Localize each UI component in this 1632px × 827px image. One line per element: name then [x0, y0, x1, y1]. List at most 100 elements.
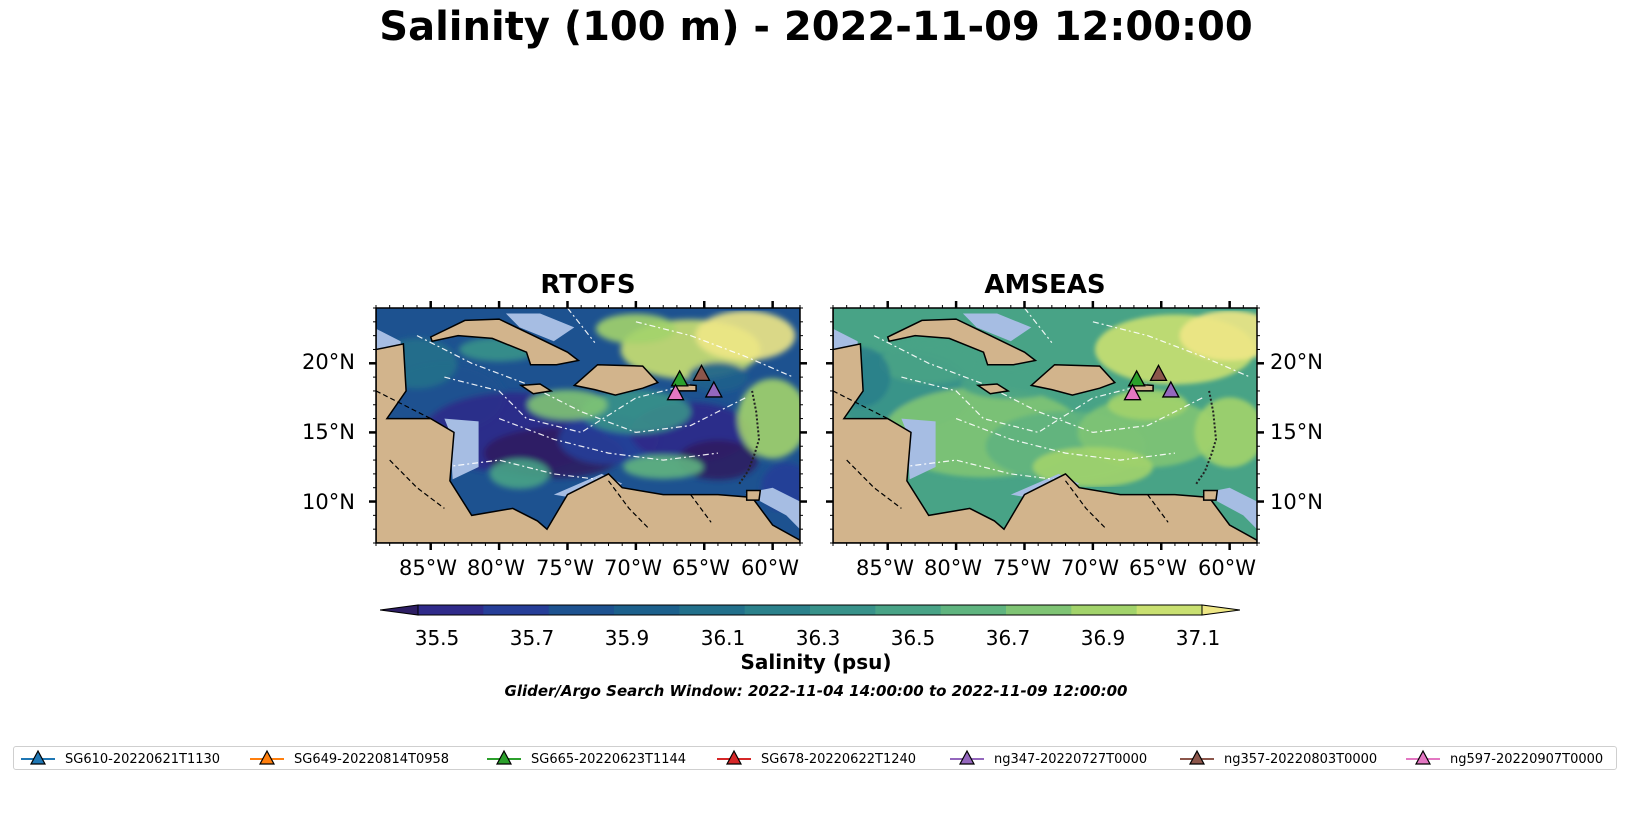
- colorbar-tick: 35.5: [414, 626, 460, 650]
- country-border: [690, 494, 712, 523]
- legend-item: ng347-20220727T0000: [948, 747, 1147, 771]
- glider-marker: [1127, 369, 1146, 387]
- colorbar-segment: [810, 605, 876, 615]
- bathymetry-contour: [901, 376, 1148, 434]
- lon-tick-label-65w-rtofs: 65°W: [672, 556, 730, 580]
- bathymetry-contour: [955, 418, 1175, 461]
- colorbar-segment: [1136, 605, 1203, 615]
- legend-label: SG665-20220623T1144: [531, 751, 687, 767]
- bathymetry-contour: [444, 376, 691, 434]
- amseas-map: [826, 301, 1264, 550]
- country-border: [846, 459, 902, 509]
- colorbar-tick: 36.3: [795, 626, 841, 650]
- lon-tick-label-70w-amseas: 70°W: [1061, 556, 1119, 580]
- lon-tick-label-75w-amseas: 75°W: [993, 556, 1051, 580]
- bathymetry-contour: [873, 335, 1203, 434]
- lon-tick-label-85w-rtofs: 85°W: [399, 556, 457, 580]
- search-window-note: Glider/Argo Search Window: 2022-11-04 14…: [504, 682, 1128, 700]
- bathymetry-contour: [498, 418, 718, 461]
- glider-marker: [692, 363, 711, 382]
- island-arc-contour: [1194, 390, 1218, 486]
- colorbar-segment: [483, 605, 550, 615]
- map-frame: [375, 307, 801, 544]
- legend-item: SG649-20220814T0958: [248, 747, 449, 771]
- glider-marker: [1123, 383, 1142, 401]
- lat-tick-label-20n-right: 20°N: [1270, 350, 1323, 374]
- colorbar-tick: 36.5: [890, 626, 936, 650]
- colorbar-extend-max: [1201, 604, 1240, 616]
- colorbar-tick: 35.7: [509, 626, 555, 650]
- triangle-marker-icon: [1406, 749, 1440, 765]
- land-centralAmerica: [376, 308, 800, 543]
- glider-marker: [1161, 380, 1180, 398]
- salinity-patch: [623, 454, 704, 479]
- land-cuba: [886, 318, 1038, 366]
- salinity-patch: [737, 378, 800, 459]
- land-jamaica: [518, 383, 554, 395]
- colorbar-tick: 36.7: [985, 626, 1031, 650]
- salinity-patch: [1179, 310, 1257, 361]
- colorbar-tick: 35.9: [604, 626, 650, 650]
- triangle-marker-icon: [1180, 749, 1214, 765]
- country-border: [608, 480, 650, 530]
- land-hispaniola: [1029, 363, 1117, 396]
- colorbar-segment: [679, 605, 746, 615]
- legend-label: ng347-20220727T0000: [994, 751, 1148, 767]
- colorbar-segment: [940, 605, 1007, 615]
- country-border: [1147, 494, 1169, 523]
- figure-title: Salinity (100 m) - 2022-11-09 12:00:00: [379, 4, 1253, 50]
- salinity-patch: [580, 389, 691, 434]
- legend-item: SG678-20220622T1240: [715, 747, 916, 771]
- lon-tick-label-80w-rtofs: 80°W: [467, 556, 525, 580]
- triangle-marker-icon: [717, 749, 751, 765]
- country-border: [1065, 480, 1107, 530]
- shallow-water: [962, 313, 1032, 342]
- map-frame: [832, 307, 1258, 544]
- legend-item: ng597-20220907T0000: [1404, 747, 1603, 771]
- lon-tick-label-60w-amseas: 60°W: [1198, 556, 1256, 580]
- colorbar-tick: 36.1: [700, 626, 746, 650]
- colorbar-extend-min: [380, 604, 419, 616]
- legend-item: ng357-20220803T0000: [1178, 747, 1377, 771]
- colorbar-segment: [1071, 605, 1138, 615]
- glider-marker: [666, 383, 685, 401]
- country-border: [833, 390, 888, 420]
- land-trinidad: [1202, 489, 1219, 501]
- land-centralAmerica: [833, 308, 1257, 543]
- legend-label: SG610-20220621T1130: [65, 751, 221, 767]
- land-jamaica: [975, 383, 1011, 395]
- colorbar: [380, 604, 1240, 616]
- colorbar-tick: 37.1: [1175, 626, 1221, 650]
- country-border: [376, 390, 431, 420]
- glider-marker: [1149, 363, 1168, 382]
- colorbar-segment: [614, 605, 680, 615]
- land-trinidad: [745, 489, 762, 501]
- colorbar-frame: [417, 604, 1203, 616]
- triangle-marker-icon: [21, 749, 55, 765]
- lat-tick-label-20n-left: 20°N: [302, 350, 355, 374]
- triangle-marker-icon: [950, 749, 984, 765]
- salinity-patch: [695, 310, 796, 361]
- legend-label: SG678-20220622T1240: [761, 751, 917, 767]
- bathymetry-contour: [416, 335, 746, 434]
- colorbar-segment: [418, 605, 484, 615]
- lon-tick-label-60w-rtofs: 60°W: [741, 556, 799, 580]
- legend-item: SG665-20220623T1144: [485, 747, 686, 771]
- bathymetry-contour: [635, 321, 794, 378]
- land-hispaniola: [572, 363, 660, 396]
- lat-tick-label-10n-right: 10°N: [1270, 490, 1323, 514]
- triangle-marker-icon: [250, 749, 284, 765]
- bathymetry-contour: [1092, 321, 1251, 378]
- salinity-patch: [527, 389, 608, 420]
- colorbar-label: Salinity (psu): [740, 650, 892, 674]
- colorbar-segment: [875, 605, 942, 615]
- land-cuba: [429, 318, 581, 366]
- legend-item: SG610-20220621T1130: [19, 747, 220, 771]
- colorbar-segment: [744, 605, 811, 615]
- glider-marker: [670, 369, 689, 387]
- panel-title-rtofs: RTOFS: [540, 270, 636, 300]
- legend: SG610-20220621T1130 SG649-20220814T0958 …: [13, 746, 1617, 770]
- rtofs-map: [369, 301, 807, 550]
- colorbar-tick: 36.9: [1080, 626, 1126, 650]
